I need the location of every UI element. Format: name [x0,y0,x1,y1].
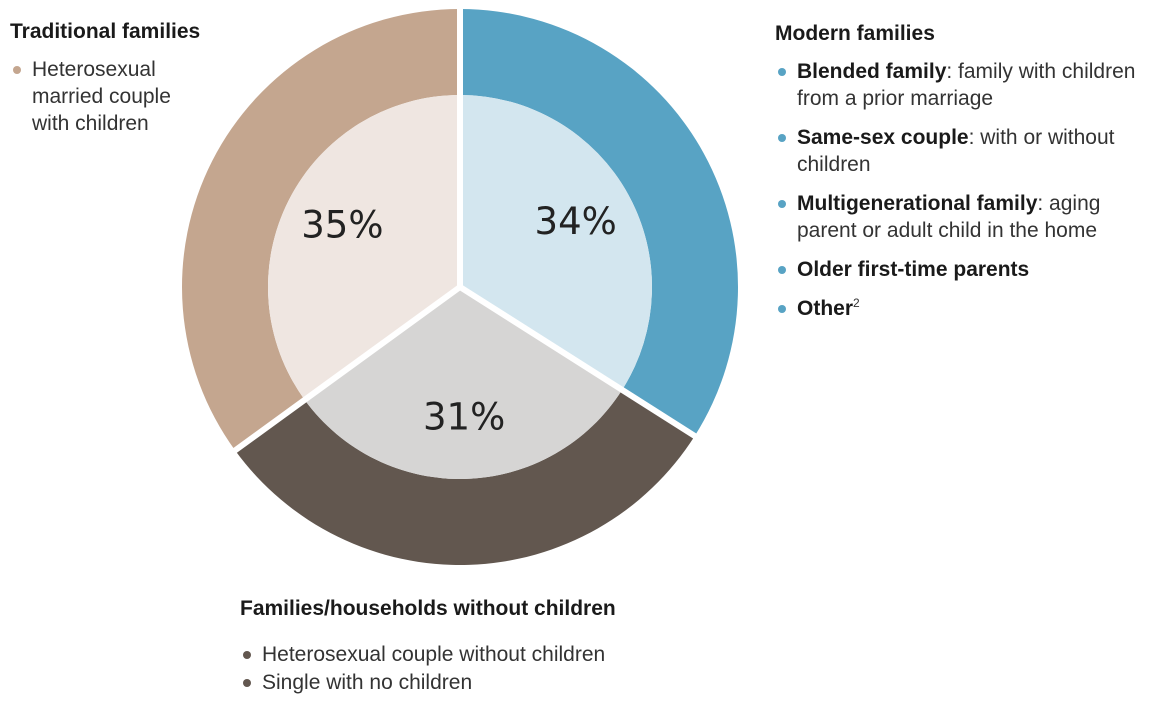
slice-percent-label: 34% [535,200,617,243]
modern-item-multigenerational: Multigenerational family: aging parent o… [775,190,1150,244]
traditional-families-title: Traditional families [10,20,201,43]
without-children-legend: Families/households without children Het… [240,597,760,697]
slice-percent-label: 35% [301,204,383,247]
donut-outer-slice [460,9,738,436]
modern-families-title: Modern families [775,22,935,45]
modern-item-same-sex: Same-sex couple: with or without childre… [775,124,1150,178]
modern-item-older-parents: Older first-time parents [775,256,1150,283]
slice-separator [230,284,462,456]
without-children-item: Heterosexual couple without children [240,641,760,669]
without-children-title: Families/households without children [240,597,616,620]
slice-percent-label: 31% [423,395,505,438]
donut-inner-slice [304,287,623,479]
traditional-item: Heterosexual married couple with childre… [10,56,210,137]
without-children-item: Single with no children [240,669,760,697]
modern-item-blended: Blended family: family with children fro… [775,58,1150,112]
donut-outer-slice [182,9,461,451]
slice-separator [458,284,700,441]
traditional-families-legend: Traditional families Heterosexual marrie… [10,20,210,137]
modern-item-other: Other2 [775,295,1150,322]
footnote-marker: 2 [853,296,860,310]
donut-outer-slice [235,389,695,565]
donut-inner-slice [268,95,460,400]
modern-families-legend: Modern families Blended family: family w… [775,22,1150,334]
